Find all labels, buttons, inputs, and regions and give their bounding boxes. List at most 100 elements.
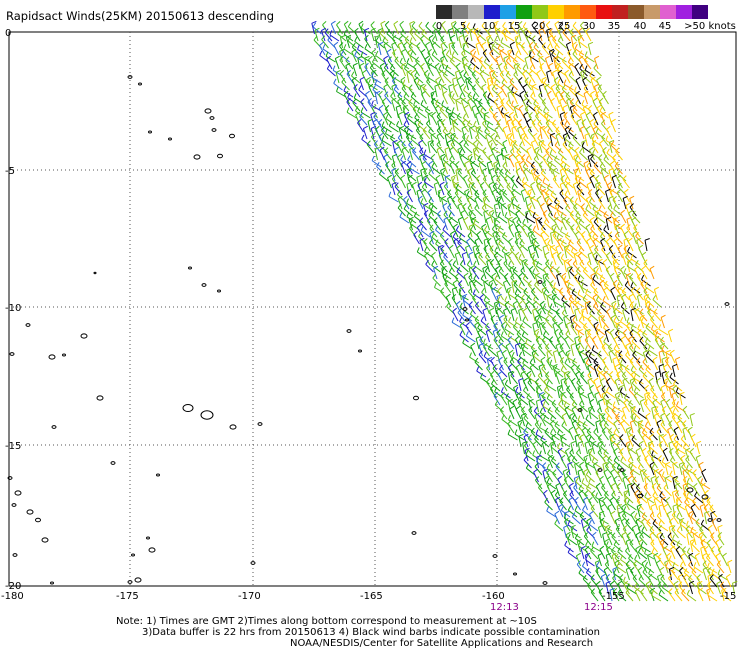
wind-barb bbox=[628, 447, 634, 462]
wind-barb bbox=[354, 106, 364, 119]
wind-barb bbox=[634, 489, 641, 504]
wind-barb bbox=[523, 134, 532, 147]
wind-barb bbox=[491, 379, 501, 392]
wind-barb bbox=[528, 191, 539, 203]
wind-barb bbox=[630, 567, 637, 581]
wind-barb bbox=[452, 77, 458, 91]
wind-barb bbox=[455, 167, 461, 182]
wind-barb bbox=[547, 160, 553, 175]
wind-barb bbox=[690, 526, 700, 539]
wind-barb bbox=[486, 258, 492, 273]
wind-barb bbox=[557, 475, 564, 490]
wind-barb bbox=[391, 41, 397, 56]
wind-barb bbox=[406, 128, 417, 140]
wind-barb bbox=[413, 230, 420, 245]
wind-barb bbox=[482, 119, 490, 133]
wind-barb bbox=[394, 56, 403, 70]
wind-barb bbox=[603, 566, 609, 581]
wind-barb bbox=[582, 71, 592, 84]
wind-barb bbox=[581, 307, 587, 322]
wind-barb bbox=[448, 111, 454, 126]
wind-barb bbox=[576, 378, 585, 392]
island-outline bbox=[110, 461, 116, 465]
wind-barb bbox=[390, 134, 399, 147]
wind-barb bbox=[640, 317, 651, 329]
wind-barb bbox=[502, 21, 511, 35]
wind-barb bbox=[510, 307, 516, 322]
wind-barb bbox=[363, 27, 370, 42]
wind-barb bbox=[525, 155, 536, 168]
wind-barb bbox=[544, 251, 550, 266]
wind-barb bbox=[523, 427, 532, 441]
wind-barb bbox=[640, 280, 648, 294]
wind-barb bbox=[470, 168, 480, 182]
wind-barb bbox=[668, 440, 674, 455]
wind-barb bbox=[493, 322, 501, 336]
wind-barb bbox=[581, 141, 592, 154]
wind-barb bbox=[465, 322, 473, 336]
wind-barb bbox=[630, 510, 637, 525]
wind-barb bbox=[552, 167, 558, 182]
wind-barb bbox=[519, 239, 529, 252]
wind-barb bbox=[593, 83, 600, 98]
wind-barb bbox=[574, 461, 580, 476]
wind-barb bbox=[563, 524, 569, 539]
wind-barb bbox=[511, 100, 522, 112]
wind-barb bbox=[430, 205, 441, 217]
wind-barb bbox=[408, 84, 417, 98]
wind-barb bbox=[584, 490, 592, 504]
wind-barb bbox=[594, 245, 602, 259]
wind-barb bbox=[572, 259, 581, 273]
wind-barb bbox=[452, 232, 462, 245]
wind-barb bbox=[513, 322, 522, 336]
wind-barb bbox=[649, 511, 658, 525]
wind-barb bbox=[554, 197, 564, 210]
wind-barb bbox=[582, 505, 592, 518]
wind-barb bbox=[353, 27, 361, 42]
wind-barb bbox=[494, 22, 504, 35]
wind-barb bbox=[541, 98, 550, 112]
island-outline bbox=[513, 572, 517, 576]
wind-barb bbox=[547, 309, 557, 322]
wind-barb bbox=[442, 225, 452, 238]
island-outline bbox=[48, 354, 56, 360]
wind-barb bbox=[558, 503, 564, 518]
wind-barb bbox=[598, 510, 605, 525]
wind-barb bbox=[443, 252, 452, 266]
wind-barb bbox=[601, 245, 609, 259]
wind-barb bbox=[591, 345, 602, 357]
wind-barb bbox=[587, 329, 595, 343]
wind-barb bbox=[646, 392, 655, 406]
wind-barb bbox=[415, 56, 424, 70]
wind-barb bbox=[512, 90, 518, 105]
wind-barb bbox=[421, 29, 431, 42]
wind-barb bbox=[518, 377, 524, 392]
legend-swatch bbox=[500, 5, 516, 19]
wind-barb bbox=[532, 225, 543, 238]
wind-barb bbox=[587, 189, 595, 203]
wind-barb bbox=[596, 561, 606, 574]
wind-barb bbox=[605, 580, 611, 595]
wind-barb bbox=[467, 167, 473, 182]
wind-barb bbox=[688, 560, 697, 574]
wind-barb bbox=[546, 393, 557, 406]
wind-barb bbox=[506, 132, 512, 147]
wind-barb bbox=[609, 496, 616, 511]
wind-barb bbox=[606, 475, 613, 490]
wind-barb bbox=[391, 167, 397, 182]
wind-barb bbox=[378, 169, 389, 182]
wind-barb bbox=[702, 560, 711, 574]
wind-barb bbox=[567, 547, 578, 560]
legend-swatch bbox=[596, 5, 612, 19]
wind-barb bbox=[499, 406, 508, 420]
wind-barb bbox=[538, 217, 546, 231]
wind-barb bbox=[628, 461, 634, 476]
wind-barb bbox=[374, 90, 381, 105]
wind-barb bbox=[491, 224, 501, 238]
wind-barb bbox=[454, 27, 461, 42]
wind-barb bbox=[665, 412, 672, 427]
wind-barb bbox=[675, 387, 686, 399]
wind-barb bbox=[489, 307, 495, 322]
wind-barb bbox=[673, 426, 679, 441]
wind-barb bbox=[589, 168, 599, 182]
